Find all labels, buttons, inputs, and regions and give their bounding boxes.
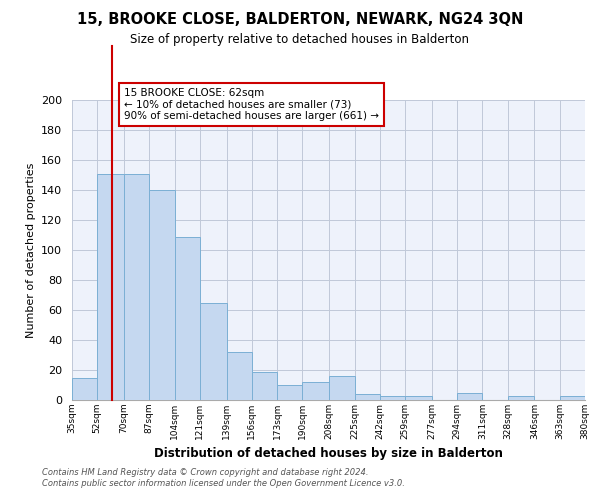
Bar <box>97 174 124 400</box>
Bar <box>560 396 585 400</box>
Bar <box>355 394 380 400</box>
Bar <box>149 190 175 400</box>
Bar <box>252 372 277 400</box>
Text: 15 BROOKE CLOSE: 62sqm
← 10% of detached houses are smaller (73)
90% of semi-det: 15 BROOKE CLOSE: 62sqm ← 10% of detached… <box>124 88 379 121</box>
Bar <box>200 302 227 400</box>
Bar <box>329 376 355 400</box>
Text: Contains HM Land Registry data © Crown copyright and database right 2024.
Contai: Contains HM Land Registry data © Crown c… <box>42 468 405 487</box>
Text: 15, BROOKE CLOSE, BALDERTON, NEWARK, NG24 3QN: 15, BROOKE CLOSE, BALDERTON, NEWARK, NG2… <box>77 12 523 28</box>
Text: Size of property relative to detached houses in Balderton: Size of property relative to detached ho… <box>131 32 470 46</box>
Bar <box>405 396 432 400</box>
Y-axis label: Number of detached properties: Number of detached properties <box>26 162 35 338</box>
Bar <box>457 392 482 400</box>
Bar <box>72 378 97 400</box>
Bar <box>508 396 535 400</box>
Bar <box>227 352 252 400</box>
Bar <box>277 385 302 400</box>
Bar <box>302 382 329 400</box>
Bar <box>380 396 405 400</box>
X-axis label: Distribution of detached houses by size in Balderton: Distribution of detached houses by size … <box>154 448 503 460</box>
Bar <box>124 174 149 400</box>
Bar <box>175 236 200 400</box>
